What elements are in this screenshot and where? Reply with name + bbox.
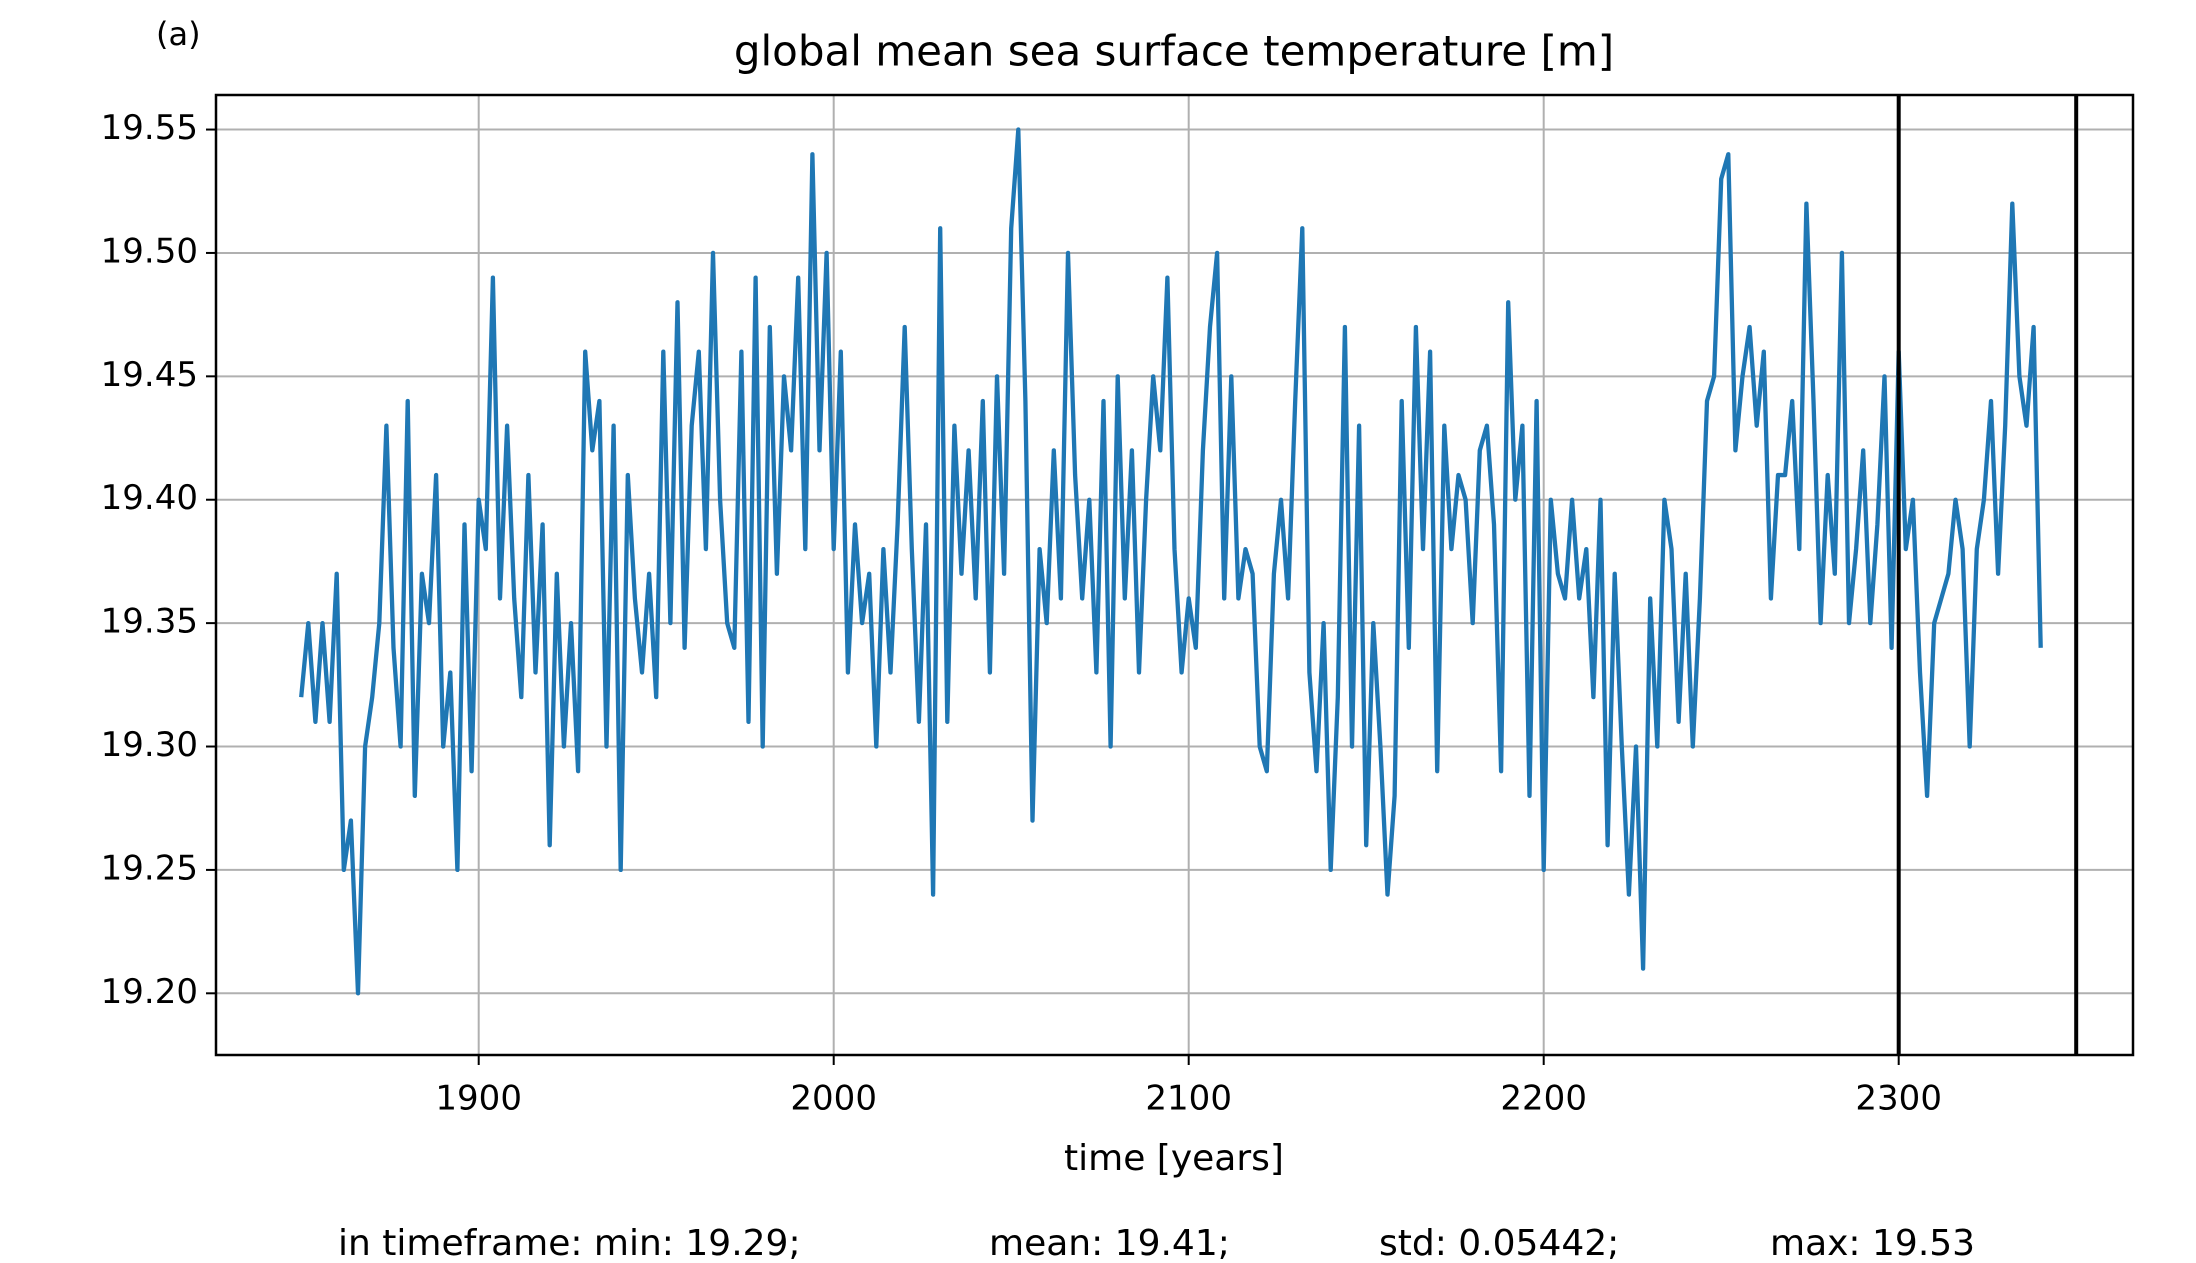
- panel-label: (a): [156, 15, 201, 53]
- x-tick-label: 2000: [790, 1079, 877, 1119]
- footer-stat: in timeframe: min: 19.29;: [338, 1223, 801, 1263]
- x-tick-label: 2200: [1500, 1079, 1587, 1119]
- footer-stat: max: 19.53: [1770, 1223, 1975, 1263]
- y-tick-label: 19.30: [101, 725, 198, 765]
- footer-stat: std: 0.05442;: [1379, 1223, 1619, 1263]
- x-tick-label: 2100: [1145, 1079, 1232, 1119]
- y-tick-label: 19.55: [101, 108, 198, 148]
- x-tick-label: 2300: [1855, 1079, 1942, 1119]
- y-tick-label: 19.35: [101, 602, 198, 642]
- y-tick-label: 19.20: [101, 972, 198, 1012]
- y-tick-label: 19.25: [101, 848, 198, 888]
- plot-frame: [214, 93, 2135, 1057]
- data-line: [299, 127, 2043, 996]
- footer-stat: mean: 19.41;: [989, 1223, 1230, 1263]
- y-tick-label: 19.40: [101, 478, 198, 518]
- x-axis-label: time [years]: [1064, 1138, 1284, 1179]
- y-tick-label: 19.50: [101, 231, 198, 271]
- y-tick-label: 19.45: [101, 355, 198, 395]
- x-tick-label: 1900: [435, 1079, 522, 1119]
- chart-title: global mean sea surface temperature [m]: [734, 27, 1614, 76]
